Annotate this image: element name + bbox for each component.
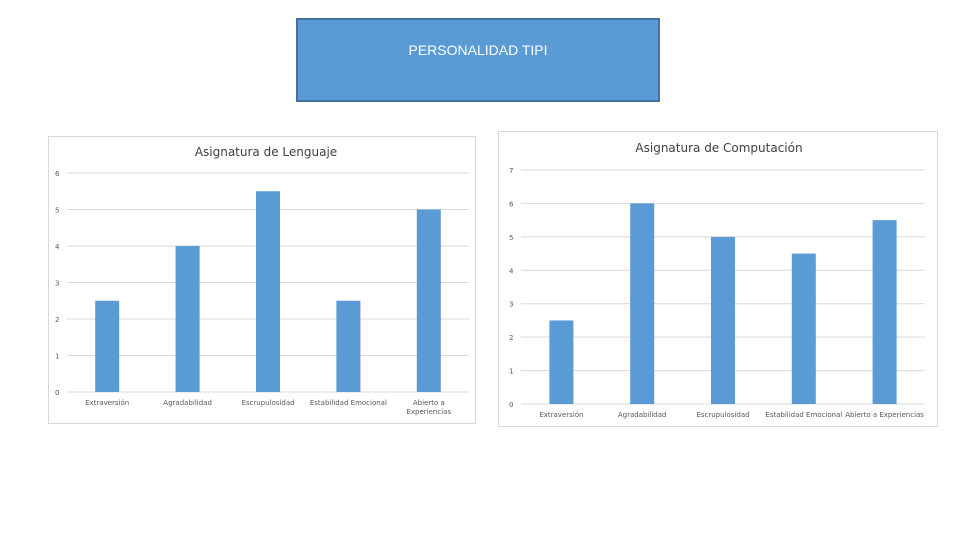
y-tick-label: 4 [55,243,60,251]
x-tick-label: Agradabilidad [618,411,667,419]
x-tick-label: Escrupulosidad [696,411,749,419]
bar [256,191,280,392]
y-tick-label: 0 [55,389,59,397]
y-tick-label: 5 [509,234,513,242]
slide-title: PERSONALIDAD TIPI [296,18,660,102]
chart-title: Asignatura de Lenguaje [195,145,337,159]
x-tick-label: Estabilidad Emocional [310,399,387,407]
x-tick-label: Escrupulosidad [241,399,294,407]
y-tick-label: 5 [55,207,59,215]
x-tick-label: Extraversión [539,411,583,419]
y-tick-label: 3 [55,280,59,288]
x-tick-label: Agradabilidad [163,399,212,407]
bar [95,300,120,392]
x-tick-label: Abierto a Experiencias [406,399,451,416]
bar [549,320,574,404]
chart-computacion-svg: Asignatura de Computación 0 1 2 3 4 5 6 7 Extrave… [509,141,925,419]
bar [791,253,816,404]
bar [175,246,200,392]
x-tick-label: Abierto a Experiencias [845,411,924,419]
y-tick-label: 1 [509,368,513,376]
chart-lenguaje: Asignatura de Lenguaje 0 1 2 3 4 5 6 Extraversió… [48,136,476,424]
y-tick-label: 2 [55,316,59,324]
y-tick-label: 2 [509,334,513,342]
bar [336,300,361,392]
chart-title: Asignatura de Computación [635,141,802,155]
bar [416,209,441,392]
bar [711,236,735,404]
y-tick-label: 3 [509,301,513,309]
y-tick-label: 7 [509,167,513,175]
x-tick-label: Estabilidad Emocional [765,411,842,419]
bar [630,203,655,404]
y-tick-label: 6 [509,200,514,208]
chart-lenguaje-svg: Asignatura de Lenguaje 0 1 2 3 4 5 6 Extraversió… [55,145,469,416]
x-tick-label: Extraversión [85,399,129,407]
y-tick-label: 1 [55,353,59,361]
y-tick-label: 4 [509,267,514,275]
y-tick-label: 0 [509,401,513,409]
bar [872,220,897,404]
chart-computacion: Asignatura de Computación 0 1 2 3 4 5 6 7 Extrave… [498,131,938,427]
y-tick-label: 6 [55,170,60,178]
